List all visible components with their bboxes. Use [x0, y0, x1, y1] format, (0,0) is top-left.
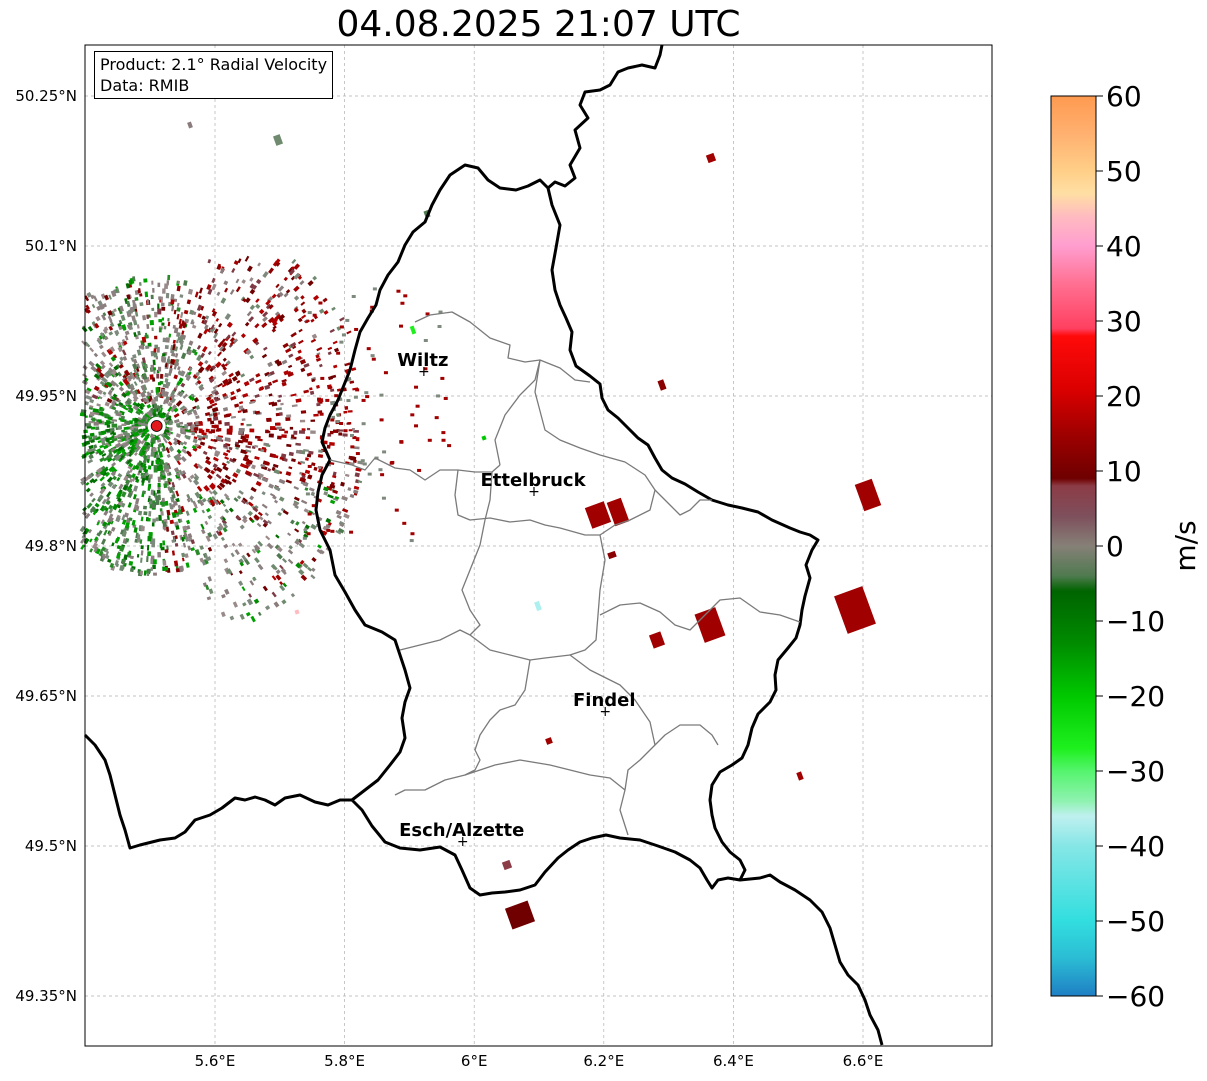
- belgium-germany-border: [547, 44, 664, 190]
- colorbar-tick-label: −10: [1106, 605, 1165, 638]
- echo-cluster: [705, 152, 717, 164]
- colorbar-tick-label: 30: [1106, 305, 1142, 338]
- echo-cluster: [504, 900, 536, 930]
- lat-tick-label: 50.1°N: [25, 237, 77, 255]
- borders: [83, 44, 884, 1046]
- echo-cluster: [187, 121, 193, 129]
- echo-cluster: [606, 497, 630, 527]
- lon-tick-label: 6°E: [461, 1052, 488, 1070]
- city-marker: +: [457, 834, 469, 850]
- colorbar-unit-label: m/s: [1169, 520, 1202, 571]
- city-marker: +: [418, 364, 430, 380]
- belgium-france-border: [83, 733, 352, 850]
- echo-cluster: [294, 609, 300, 615]
- colorbar-tick-label: 50: [1106, 155, 1142, 188]
- echo-cluster: [545, 737, 553, 745]
- colorbar-tick-label: −30: [1106, 755, 1165, 788]
- radar-echoes: [79, 121, 882, 930]
- echo-cluster: [409, 325, 417, 335]
- luxembourg-border: [314, 163, 820, 897]
- echo-cluster: [834, 586, 876, 634]
- lon-tick-label: 6.2°E: [583, 1052, 624, 1070]
- lat-tick-label: 49.95°N: [15, 387, 77, 405]
- echo-cluster: [648, 631, 666, 649]
- lon-tick-label: 6.4°E: [713, 1052, 754, 1070]
- lat-tick-label: 49.8°N: [25, 537, 77, 555]
- colorbar-tick-label: −50: [1106, 905, 1165, 938]
- lat-tick-label: 49.5°N: [25, 837, 77, 855]
- city-label: Ettelbruck: [480, 470, 586, 491]
- echo-cluster: [481, 435, 487, 441]
- product-label: Product: 2.1° Radial Velocity: [100, 55, 328, 74]
- echo-cluster: [534, 600, 542, 612]
- city-marker: +: [528, 484, 540, 500]
- echo-cluster: [854, 478, 882, 512]
- echo-cluster: [694, 607, 726, 643]
- city-marker: +: [599, 704, 611, 720]
- lat-tick-label: 50.25°N: [15, 87, 77, 105]
- lat-tick-label: 49.35°N: [15, 987, 77, 1005]
- lon-tick-label: 5.8°E: [324, 1052, 365, 1070]
- gridlines: [85, 45, 992, 1046]
- germany-france-border: [739, 873, 884, 1046]
- colorbar-ramp: [1050, 95, 1097, 997]
- city-label: Wiltz: [397, 350, 448, 371]
- radar-site-dot: [150, 420, 163, 432]
- city-label: Esch/Alzette: [399, 820, 524, 841]
- echo-cluster: [273, 134, 283, 146]
- echo-cluster: [501, 859, 513, 871]
- map-frame: [84, 44, 993, 1047]
- colorbar-tick-label: 0: [1106, 530, 1124, 563]
- echo-cluster: [796, 771, 804, 781]
- colorbar-tick-label: 60: [1106, 80, 1142, 113]
- data-source-label: Data: RMIB: [100, 76, 190, 95]
- colorbar-tick-label: −20: [1106, 680, 1165, 713]
- lat-tick-label: 49.65°N: [15, 687, 77, 705]
- map-axes: 50.25°N 50.1°N 49.95°N 49.8°N 49.65°N 49.5°N 4…: [15, 87, 883, 1070]
- echo-cluster: [584, 501, 612, 529]
- city-label: Findel: [573, 690, 636, 711]
- colorbar-tick-label: 40: [1106, 230, 1142, 263]
- lon-tick-label: 5.6°E: [195, 1052, 236, 1070]
- echo-cluster: [657, 379, 667, 391]
- colorbar: 60 50 40 30 20 10 0 −10 −20 −30 −40 −50 −60 m/s: [1050, 80, 1202, 1013]
- product-info-box: Product: 2.1° Radial Velocity Data: RMIB: [94, 51, 334, 99]
- echo-cluster: [607, 550, 617, 560]
- city-markers: +Wiltz+Ettelbruck+Findel+Esch/Alzette: [397, 350, 635, 850]
- colorbar-tick-label: 20: [1106, 380, 1142, 413]
- radar-site-marker: [147, 417, 166, 435]
- colorbar-tick-label: 10: [1106, 455, 1142, 488]
- lon-tick-label: 6.6°E: [843, 1052, 884, 1070]
- canton-boundaries: [329, 311, 801, 836]
- colorbar-tick-label: −40: [1106, 830, 1165, 863]
- colorbar-tick-label: −60: [1106, 980, 1165, 1013]
- map-title: 04.08.2025 21:07 UTC: [336, 4, 741, 45]
